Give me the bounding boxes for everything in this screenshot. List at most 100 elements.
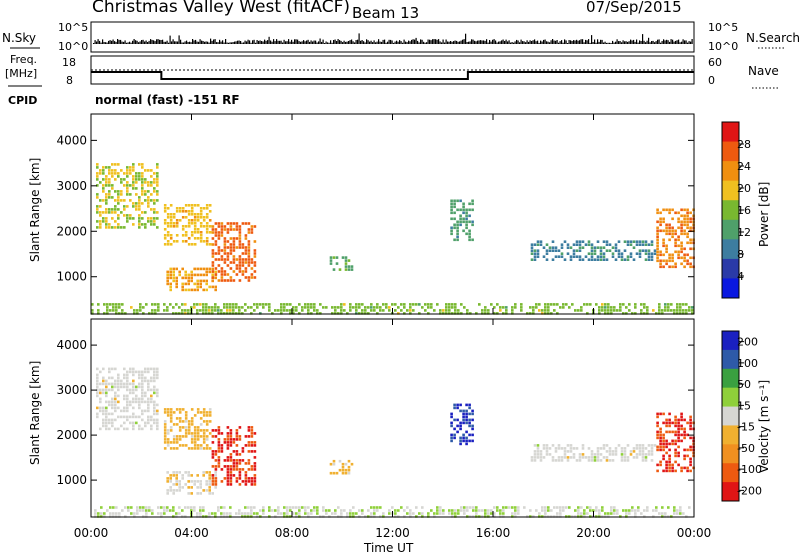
data-cell bbox=[153, 190, 156, 193]
data-cell bbox=[667, 306, 670, 309]
data-cell bbox=[214, 228, 218, 231]
data-cell bbox=[358, 509, 361, 512]
data-cell bbox=[313, 509, 316, 512]
data-cell bbox=[605, 450, 609, 453]
data-cell bbox=[572, 243, 576, 246]
data-cell bbox=[175, 417, 179, 420]
data-cell bbox=[613, 509, 616, 512]
data-cell bbox=[253, 432, 257, 435]
data-cell bbox=[574, 309, 577, 312]
data-cell bbox=[614, 246, 618, 249]
data-cell bbox=[141, 184, 144, 187]
data-cell bbox=[172, 312, 175, 315]
data-cell bbox=[344, 256, 348, 259]
data-cell bbox=[138, 382, 141, 386]
data-cell bbox=[126, 403, 129, 407]
data-cell bbox=[145, 509, 148, 512]
data-cell bbox=[631, 509, 634, 512]
data-cell bbox=[141, 178, 144, 181]
data-cell bbox=[163, 447, 167, 450]
noise-sample bbox=[603, 42, 605, 44]
data-cell bbox=[138, 163, 141, 166]
noise-sample bbox=[394, 41, 396, 44]
data-cell bbox=[100, 512, 103, 515]
data-cell bbox=[556, 506, 559, 509]
data-cell bbox=[184, 483, 187, 486]
data-cell bbox=[650, 258, 654, 261]
data-cell bbox=[593, 456, 597, 459]
data-cell bbox=[332, 256, 336, 259]
data-cell bbox=[590, 252, 594, 255]
data-cell bbox=[126, 190, 129, 193]
data-cell bbox=[448, 303, 451, 306]
data-cell bbox=[217, 465, 221, 468]
data-cell bbox=[460, 303, 463, 306]
data-cell bbox=[532, 312, 535, 315]
data-cell bbox=[172, 438, 176, 441]
noise-sample bbox=[103, 42, 105, 44]
data-cell bbox=[199, 234, 203, 237]
noise-sample bbox=[186, 40, 188, 44]
data-cell bbox=[253, 468, 257, 471]
data-cell bbox=[196, 231, 200, 234]
data-cell bbox=[468, 214, 471, 218]
data-cell bbox=[298, 509, 301, 512]
data-cell bbox=[581, 456, 585, 459]
data-cell bbox=[683, 214, 686, 218]
data-cell bbox=[641, 453, 645, 456]
data-cell bbox=[205, 288, 208, 292]
data-cell bbox=[118, 303, 121, 306]
data-cell bbox=[150, 169, 153, 172]
noise-sample bbox=[294, 39, 296, 44]
data-cell bbox=[608, 459, 612, 462]
data-cell bbox=[193, 429, 197, 432]
noise-sample bbox=[250, 42, 252, 44]
data-cell bbox=[136, 309, 139, 312]
data-cell bbox=[178, 506, 181, 509]
data-cell bbox=[295, 306, 298, 309]
data-cell bbox=[138, 376, 141, 380]
data-cell bbox=[175, 423, 179, 426]
data-cell bbox=[178, 273, 181, 277]
data-cell bbox=[235, 512, 238, 515]
data-cell bbox=[268, 506, 271, 509]
data-cell bbox=[166, 243, 170, 246]
data-cell bbox=[427, 512, 430, 515]
data-cell bbox=[545, 450, 549, 453]
data-cell bbox=[668, 457, 671, 461]
data-cell bbox=[628, 512, 631, 515]
data-cell bbox=[208, 408, 212, 411]
data-cell bbox=[601, 303, 604, 306]
data-cell bbox=[178, 417, 182, 420]
data-cell bbox=[208, 285, 211, 289]
data-cell bbox=[96, 208, 99, 211]
data-cell bbox=[238, 228, 242, 231]
data-cell bbox=[193, 282, 196, 286]
data-cell bbox=[456, 418, 459, 422]
data-cell bbox=[153, 223, 156, 226]
data-cell bbox=[665, 259, 668, 263]
data-cell bbox=[118, 312, 121, 315]
data-cell bbox=[683, 454, 686, 458]
data-cell bbox=[457, 309, 460, 312]
data-cell bbox=[190, 270, 193, 274]
data-cell bbox=[163, 420, 167, 423]
data-cell bbox=[196, 426, 200, 429]
data-cell bbox=[665, 430, 668, 434]
data-cell bbox=[147, 388, 150, 392]
data-cell bbox=[244, 267, 248, 270]
data-cell bbox=[163, 423, 167, 426]
data-cell bbox=[220, 249, 224, 252]
noise-sample bbox=[121, 41, 123, 44]
data-cell bbox=[628, 309, 631, 312]
data-cell bbox=[187, 471, 190, 474]
data-cell bbox=[397, 509, 400, 512]
data-cell bbox=[459, 214, 462, 218]
data-cell bbox=[141, 193, 144, 196]
data-cell bbox=[205, 243, 209, 246]
data-cell bbox=[172, 279, 175, 283]
noise-trace bbox=[93, 33, 693, 44]
noise-sample bbox=[258, 40, 260, 44]
data-cell bbox=[253, 303, 256, 306]
data-cell bbox=[307, 506, 310, 509]
